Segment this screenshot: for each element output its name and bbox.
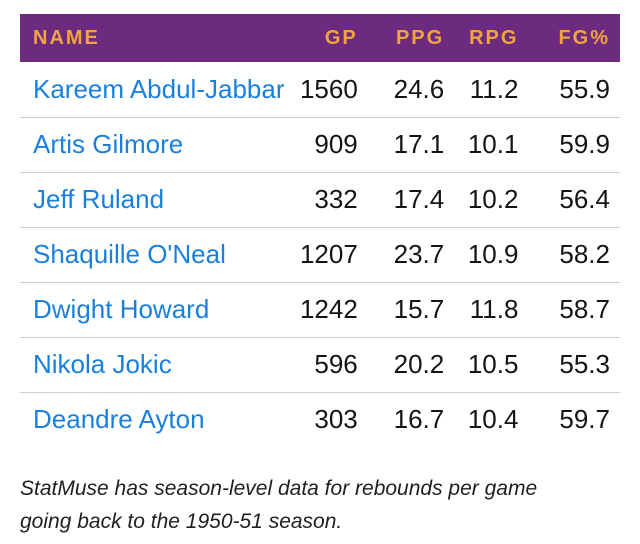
footnote-text: StatMuse has season-level data for rebou… bbox=[20, 472, 620, 538]
column-header-name: NAME bbox=[33, 26, 100, 49]
column-header-ppg: PPG bbox=[395, 26, 445, 49]
rpg-value-cell: 11.8 bbox=[469, 294, 519, 324]
player-name-cell: Kareem Abdul-Jabbar bbox=[20, 62, 285, 117]
column-header-gp: GP bbox=[324, 26, 358, 49]
ppg-value-cell: 16.7 bbox=[393, 404, 445, 435]
ppg-value-cell: 20.2 bbox=[393, 349, 445, 379]
player-link[interactable]: Kareem Abdul-Jabbar bbox=[33, 73, 285, 104]
rpg-value-cell: 10.9 bbox=[467, 239, 519, 269]
gp-value-cell: 303 bbox=[314, 404, 358, 435]
fg-pct-value-cell: 59.9 bbox=[559, 129, 610, 159]
gp-value-cell: 596 bbox=[314, 349, 358, 379]
gp-value-cell: 1207 bbox=[299, 239, 358, 269]
player-name-cell: Nikola Jokic bbox=[20, 337, 281, 392]
footnote-line-2: going back to the 1950-51 season. bbox=[20, 510, 343, 533]
fg-pct-value-cell: 56.4 bbox=[559, 184, 610, 214]
gp-value-cell: 332 bbox=[314, 184, 358, 214]
rpg-value-cell: 10.1 bbox=[467, 129, 519, 159]
gp-value-cell: 1242 bbox=[299, 294, 358, 324]
player-link[interactable]: Nikola Jokic bbox=[33, 349, 172, 379]
rpg-value-cell: 10.5 bbox=[467, 349, 519, 379]
footnote-line-1: StatMuse has season-level data for rebou… bbox=[20, 477, 538, 500]
player-name-cell: Shaquille O'Neal bbox=[20, 227, 281, 282]
column-header-fg-pct: FG% bbox=[558, 26, 610, 49]
fg-pct-value-cell: 55.9 bbox=[559, 73, 610, 104]
player-link[interactable]: Shaquille O'Neal bbox=[33, 239, 226, 269]
column-header-rpg: RPG bbox=[469, 26, 519, 49]
table-row: Jeff Ruland 332 17.4 10.2 56.4 bbox=[20, 172, 620, 227]
fg-pct-value-cell: 59.7 bbox=[559, 404, 610, 435]
table-row: Dwight Howard 1242 15.7 11.8 58.7 bbox=[20, 282, 620, 337]
gp-value-cell: 909 bbox=[314, 129, 358, 159]
table-row: Artis Gilmore 909 17.1 10.1 59.9 bbox=[20, 117, 620, 172]
ppg-value-cell: 17.1 bbox=[393, 129, 445, 159]
ppg-value-cell: 15.7 bbox=[393, 294, 445, 324]
player-link[interactable]: Artis Gilmore bbox=[33, 129, 184, 159]
stats-table-header: NAME GP PPG RPG FG% bbox=[20, 14, 620, 62]
rpg-value-cell: 10.2 bbox=[467, 184, 519, 214]
stats-table-body: Kareem Abdul-Jabbar 1560 24.6 11.2 55.9 Artis… bbox=[20, 62, 620, 447]
player-name-cell: Artis Gilmore bbox=[20, 117, 281, 172]
player-name-cell: Jeff Ruland bbox=[20, 172, 281, 227]
rpg-value-cell: 11.2 bbox=[469, 73, 519, 104]
player-name-cell: Dwight Howard bbox=[20, 282, 281, 337]
table-row: Nikola Jokic 596 20.2 10.5 55.3 bbox=[20, 337, 620, 392]
fg-pct-value-cell: 58.7 bbox=[559, 294, 610, 324]
ppg-value-cell: 17.4 bbox=[393, 184, 445, 214]
rpg-value-cell: 10.4 bbox=[467, 404, 519, 435]
gp-value-cell: 1560 bbox=[299, 73, 358, 104]
fg-pct-value-cell: 55.3 bbox=[559, 349, 610, 379]
player-link[interactable]: Dwight Howard bbox=[33, 294, 210, 324]
ppg-value-cell: 23.7 bbox=[393, 239, 445, 269]
ppg-value-cell: 24.6 bbox=[393, 73, 445, 104]
table-row: Deandre Ayton 303 16.7 10.4 59.7 bbox=[20, 392, 620, 447]
header-row: NAME GP PPG RPG FG% bbox=[20, 14, 620, 62]
player-name-cell: Deandre Ayton bbox=[20, 392, 281, 447]
fg-pct-value-cell: 58.2 bbox=[559, 239, 610, 269]
player-link[interactable]: Deandre Ayton bbox=[33, 404, 205, 435]
player-link[interactable]: Jeff Ruland bbox=[33, 184, 165, 214]
table-row: Shaquille O'Neal 1207 23.7 10.9 58.2 bbox=[20, 227, 620, 282]
table-row: Kareem Abdul-Jabbar 1560 24.6 11.2 55.9 bbox=[20, 62, 620, 117]
player-stats-table: NAME GP PPG RPG FG% Kareem Abdul-Jabbar 1… bbox=[20, 14, 620, 447]
